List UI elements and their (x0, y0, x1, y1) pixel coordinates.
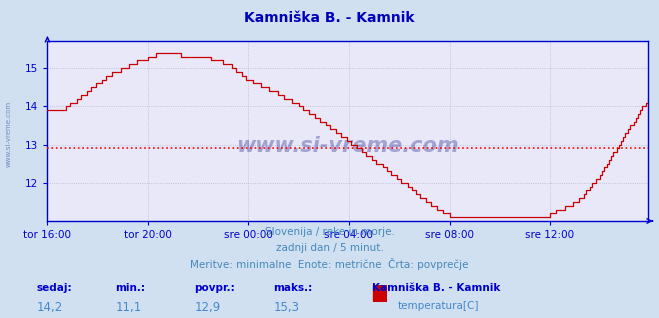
Text: www.si-vreme.com: www.si-vreme.com (237, 135, 459, 156)
Text: temperatura[C]: temperatura[C] (397, 301, 479, 310)
Text: Kamniška B. - Kamnik: Kamniška B. - Kamnik (372, 283, 501, 293)
Text: maks.:: maks.: (273, 283, 313, 293)
Text: Kamniška B. - Kamnik: Kamniška B. - Kamnik (244, 11, 415, 25)
Text: povpr.:: povpr.: (194, 283, 235, 293)
Text: min.:: min.: (115, 283, 146, 293)
Text: Meritve: minimalne  Enote: metrične  Črta: povprečje: Meritve: minimalne Enote: metrične Črta:… (190, 258, 469, 270)
Text: 12,9: 12,9 (194, 301, 221, 314)
Text: sedaj:: sedaj: (36, 283, 72, 293)
Text: zadnji dan / 5 minut.: zadnji dan / 5 minut. (275, 243, 384, 252)
Text: Slovenija / reke in morje.: Slovenija / reke in morje. (264, 227, 395, 237)
Text: 14,2: 14,2 (36, 301, 63, 314)
Text: 11,1: 11,1 (115, 301, 142, 314)
Text: www.si-vreme.com: www.si-vreme.com (5, 100, 12, 167)
Text: 15,3: 15,3 (273, 301, 299, 314)
